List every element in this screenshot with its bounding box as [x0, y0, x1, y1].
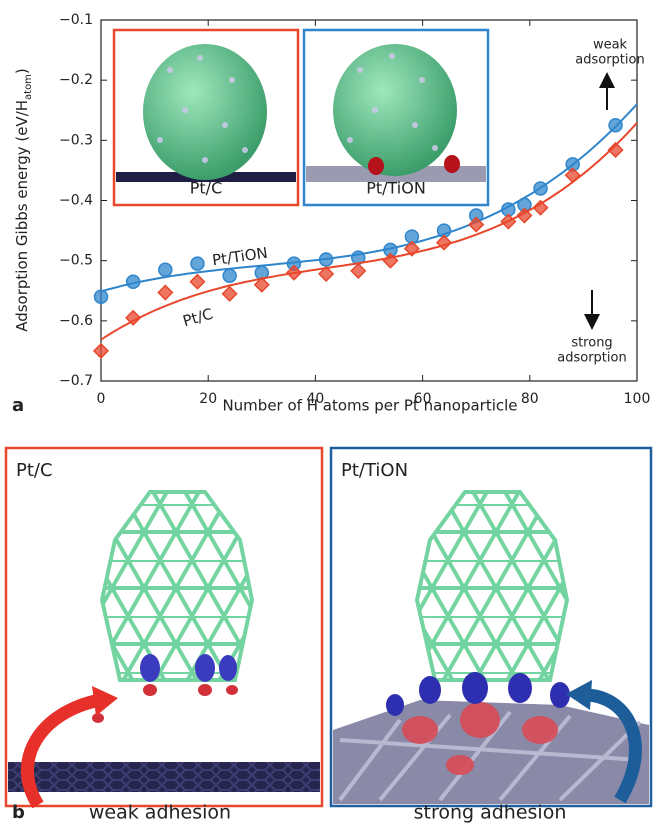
x-tick-label: 80	[521, 391, 539, 407]
chart-layer: 0 20 40 60 80 100 −0.7 −0.6 −0.5 −0.4 −0.3 −0.2 −0.1…	[59, 12, 650, 407]
marker	[382, 252, 399, 269]
marker	[435, 234, 453, 251]
marker	[318, 265, 335, 282]
marker	[318, 252, 334, 267]
x-axis-label: Number of H atoms per Pt nanoparticle	[222, 397, 517, 415]
marker	[608, 118, 623, 133]
y-tick-label: −0.3	[59, 132, 93, 148]
marker	[222, 268, 237, 283]
y-tick-label: −0.2	[59, 72, 93, 88]
y-axis-label-sub: atom	[23, 74, 34, 100]
marker	[125, 274, 141, 289]
y-tick-label: −0.1	[59, 12, 93, 28]
inset-label: Pt/C	[190, 179, 222, 198]
marker	[516, 207, 533, 224]
panel-label: b	[12, 802, 25, 823]
y-axis-label-main: Adsorption Gibbs energy (eV/H	[13, 100, 31, 332]
marker	[92, 342, 110, 359]
x-tick-label: 20	[199, 391, 217, 407]
panel-b-left: Pt/C	[4, 446, 324, 809]
inset-left: Pt/C	[112, 28, 300, 207]
marker	[403, 240, 420, 257]
caption: strong adhesion	[414, 802, 567, 824]
panel-label: a	[12, 395, 24, 416]
panel-b-title: Pt/C	[16, 460, 53, 481]
inset-right: Pt/TiON	[302, 28, 490, 207]
panel-b-title: Pt/TiON	[341, 460, 408, 481]
marker	[158, 262, 173, 277]
marker	[190, 256, 205, 271]
marker	[221, 285, 238, 302]
y-axis-label-end: )	[13, 68, 31, 74]
inset-label: Pt/TiON	[366, 179, 426, 198]
panel-b-right: Pt/TiON	[329, 446, 653, 808]
marker	[93, 289, 109, 305]
marker	[532, 199, 549, 216]
annotation: weak	[593, 38, 628, 53]
marker	[253, 276, 270, 293]
caption: weak adhesion	[89, 802, 231, 824]
marker	[533, 181, 548, 196]
marker	[564, 167, 581, 184]
marker	[189, 273, 206, 290]
annotation: strong	[571, 336, 612, 351]
series-label: Pt/C	[181, 305, 215, 331]
y-tick-label: −0.4	[59, 193, 93, 209]
marker	[125, 309, 142, 326]
x-tick-label: 100	[624, 391, 651, 407]
marker	[157, 284, 174, 301]
fit-curve	[101, 122, 637, 341]
x-tick-label: 40	[306, 391, 324, 407]
fit-curve	[101, 103, 637, 293]
x-tick-label: 60	[414, 391, 432, 407]
x-tick-label: 0	[97, 391, 106, 407]
annotation: adsorption	[575, 53, 644, 68]
marker	[607, 141, 624, 159]
y-tick-label: −0.6	[59, 313, 93, 329]
y-tick-label: −0.7	[59, 373, 93, 389]
annotation: adsorption	[557, 351, 626, 366]
marker	[468, 216, 485, 233]
marker	[500, 213, 517, 230]
marker	[350, 262, 367, 279]
y-tick-label: −0.5	[59, 253, 93, 269]
marker	[285, 264, 303, 281]
y-axis-label: Adsorption Gibbs energy (eV/Hatom)	[13, 68, 34, 332]
